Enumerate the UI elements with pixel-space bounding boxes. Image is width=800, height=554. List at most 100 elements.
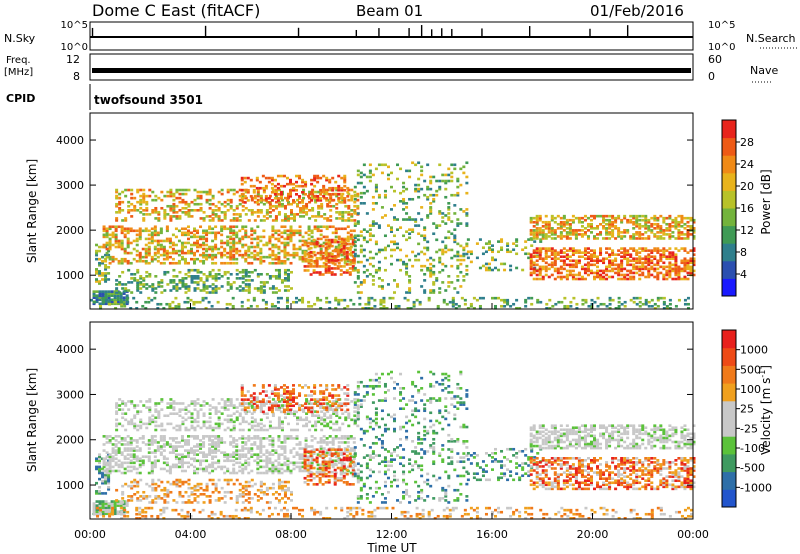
echo-cell <box>184 412 188 415</box>
echo-cell <box>259 272 263 276</box>
echo-cell <box>315 244 319 248</box>
echo-cell <box>189 243 193 247</box>
echo-cell <box>162 467 166 471</box>
echo-cell <box>466 307 470 310</box>
echo-cell <box>253 424 257 428</box>
echo-cell <box>399 226 403 229</box>
echo-cell <box>286 467 290 471</box>
echo-cell <box>271 412 275 415</box>
echo-cell <box>323 192 327 196</box>
echo-cell <box>568 249 572 252</box>
echo-cell <box>420 187 424 191</box>
echo-cell <box>193 445 197 448</box>
echo-cell <box>456 275 460 278</box>
echo-cell <box>199 463 203 467</box>
echo-cell <box>345 271 349 274</box>
echo-cell <box>217 461 221 465</box>
echo-cell <box>286 202 290 206</box>
echo-cell <box>319 437 323 440</box>
echo-cell <box>509 268 513 272</box>
echo-cell <box>223 404 227 407</box>
echo-cell <box>145 287 149 290</box>
echo-cell <box>342 252 346 256</box>
echo-cell <box>541 267 545 271</box>
echo-cell <box>553 277 557 281</box>
echo-cell <box>429 181 433 185</box>
echo-cell <box>142 219 146 222</box>
echo-cell <box>126 251 130 255</box>
echo-cell <box>169 190 173 194</box>
echo-cell <box>550 273 554 277</box>
echo-cell <box>130 188 134 192</box>
colorbar-tick-label: 4 <box>740 268 747 281</box>
echo-cell <box>347 219 351 222</box>
echo-cell <box>298 174 302 178</box>
echo-cell <box>271 219 275 222</box>
echo-cell <box>311 194 315 198</box>
echo-cell <box>178 188 182 192</box>
echo-cell <box>148 400 152 403</box>
echo-cell <box>98 296 102 300</box>
echo-cell <box>175 217 179 220</box>
echo-cell <box>166 213 170 216</box>
echo-cell <box>113 292 117 295</box>
echo-cell <box>583 257 587 261</box>
echo-cell <box>135 237 139 241</box>
echo-cell <box>211 196 215 200</box>
echo-cell <box>171 445 175 448</box>
echo-cell <box>529 231 533 234</box>
echo-cell <box>157 219 161 222</box>
echo-cell <box>456 279 460 282</box>
echo-cell <box>232 192 236 196</box>
echo-cell <box>650 231 654 234</box>
echo-cell <box>662 277 666 281</box>
echo-cell <box>178 424 182 428</box>
echo-cell <box>316 176 320 180</box>
echo-cell <box>662 296 666 300</box>
echo-cell <box>351 269 355 272</box>
echo-cell <box>256 445 260 448</box>
echo-cell <box>331 463 335 467</box>
echo-cell <box>571 214 575 218</box>
echo-cell <box>465 264 469 268</box>
echo-cell <box>596 214 600 218</box>
echo-cell <box>274 426 278 430</box>
echo-cell <box>577 255 581 259</box>
echo-cell <box>656 296 660 300</box>
echo-cell <box>662 233 666 236</box>
echo-cell <box>617 214 621 218</box>
echo-cell <box>208 270 212 274</box>
echo-cell <box>98 469 102 473</box>
echo-cell <box>129 461 133 465</box>
echo-cell <box>611 261 615 265</box>
echo-cell <box>196 445 200 448</box>
echo-cell <box>280 235 284 239</box>
echo-cell <box>313 259 317 263</box>
echo-cell <box>478 266 482 270</box>
echo-cell <box>668 307 672 310</box>
echo-cell <box>559 235 563 238</box>
echo-cell <box>659 253 663 256</box>
echo-cell <box>147 245 151 249</box>
echo-cell <box>342 238 346 242</box>
colorbar-tick-label: 20 <box>740 180 754 193</box>
echo-cell <box>608 253 612 256</box>
echo-cell <box>577 261 581 265</box>
echo-cell <box>608 227 612 230</box>
echo-cell <box>550 249 554 252</box>
echo-cell <box>301 461 305 465</box>
echo-cell <box>108 247 112 251</box>
echo-cell <box>157 424 161 428</box>
echo-cell <box>322 188 326 192</box>
echo-cell <box>211 465 215 469</box>
echo-cell <box>105 255 109 259</box>
echo-cell <box>129 455 133 459</box>
echo-cell <box>280 202 284 206</box>
echo-cell <box>286 196 290 200</box>
echo-cell <box>314 219 318 222</box>
echo-cell <box>159 231 163 235</box>
echo-cell <box>220 188 224 192</box>
echo-cell <box>524 240 528 243</box>
echo-cell <box>371 195 375 199</box>
echo-cell <box>608 237 612 240</box>
